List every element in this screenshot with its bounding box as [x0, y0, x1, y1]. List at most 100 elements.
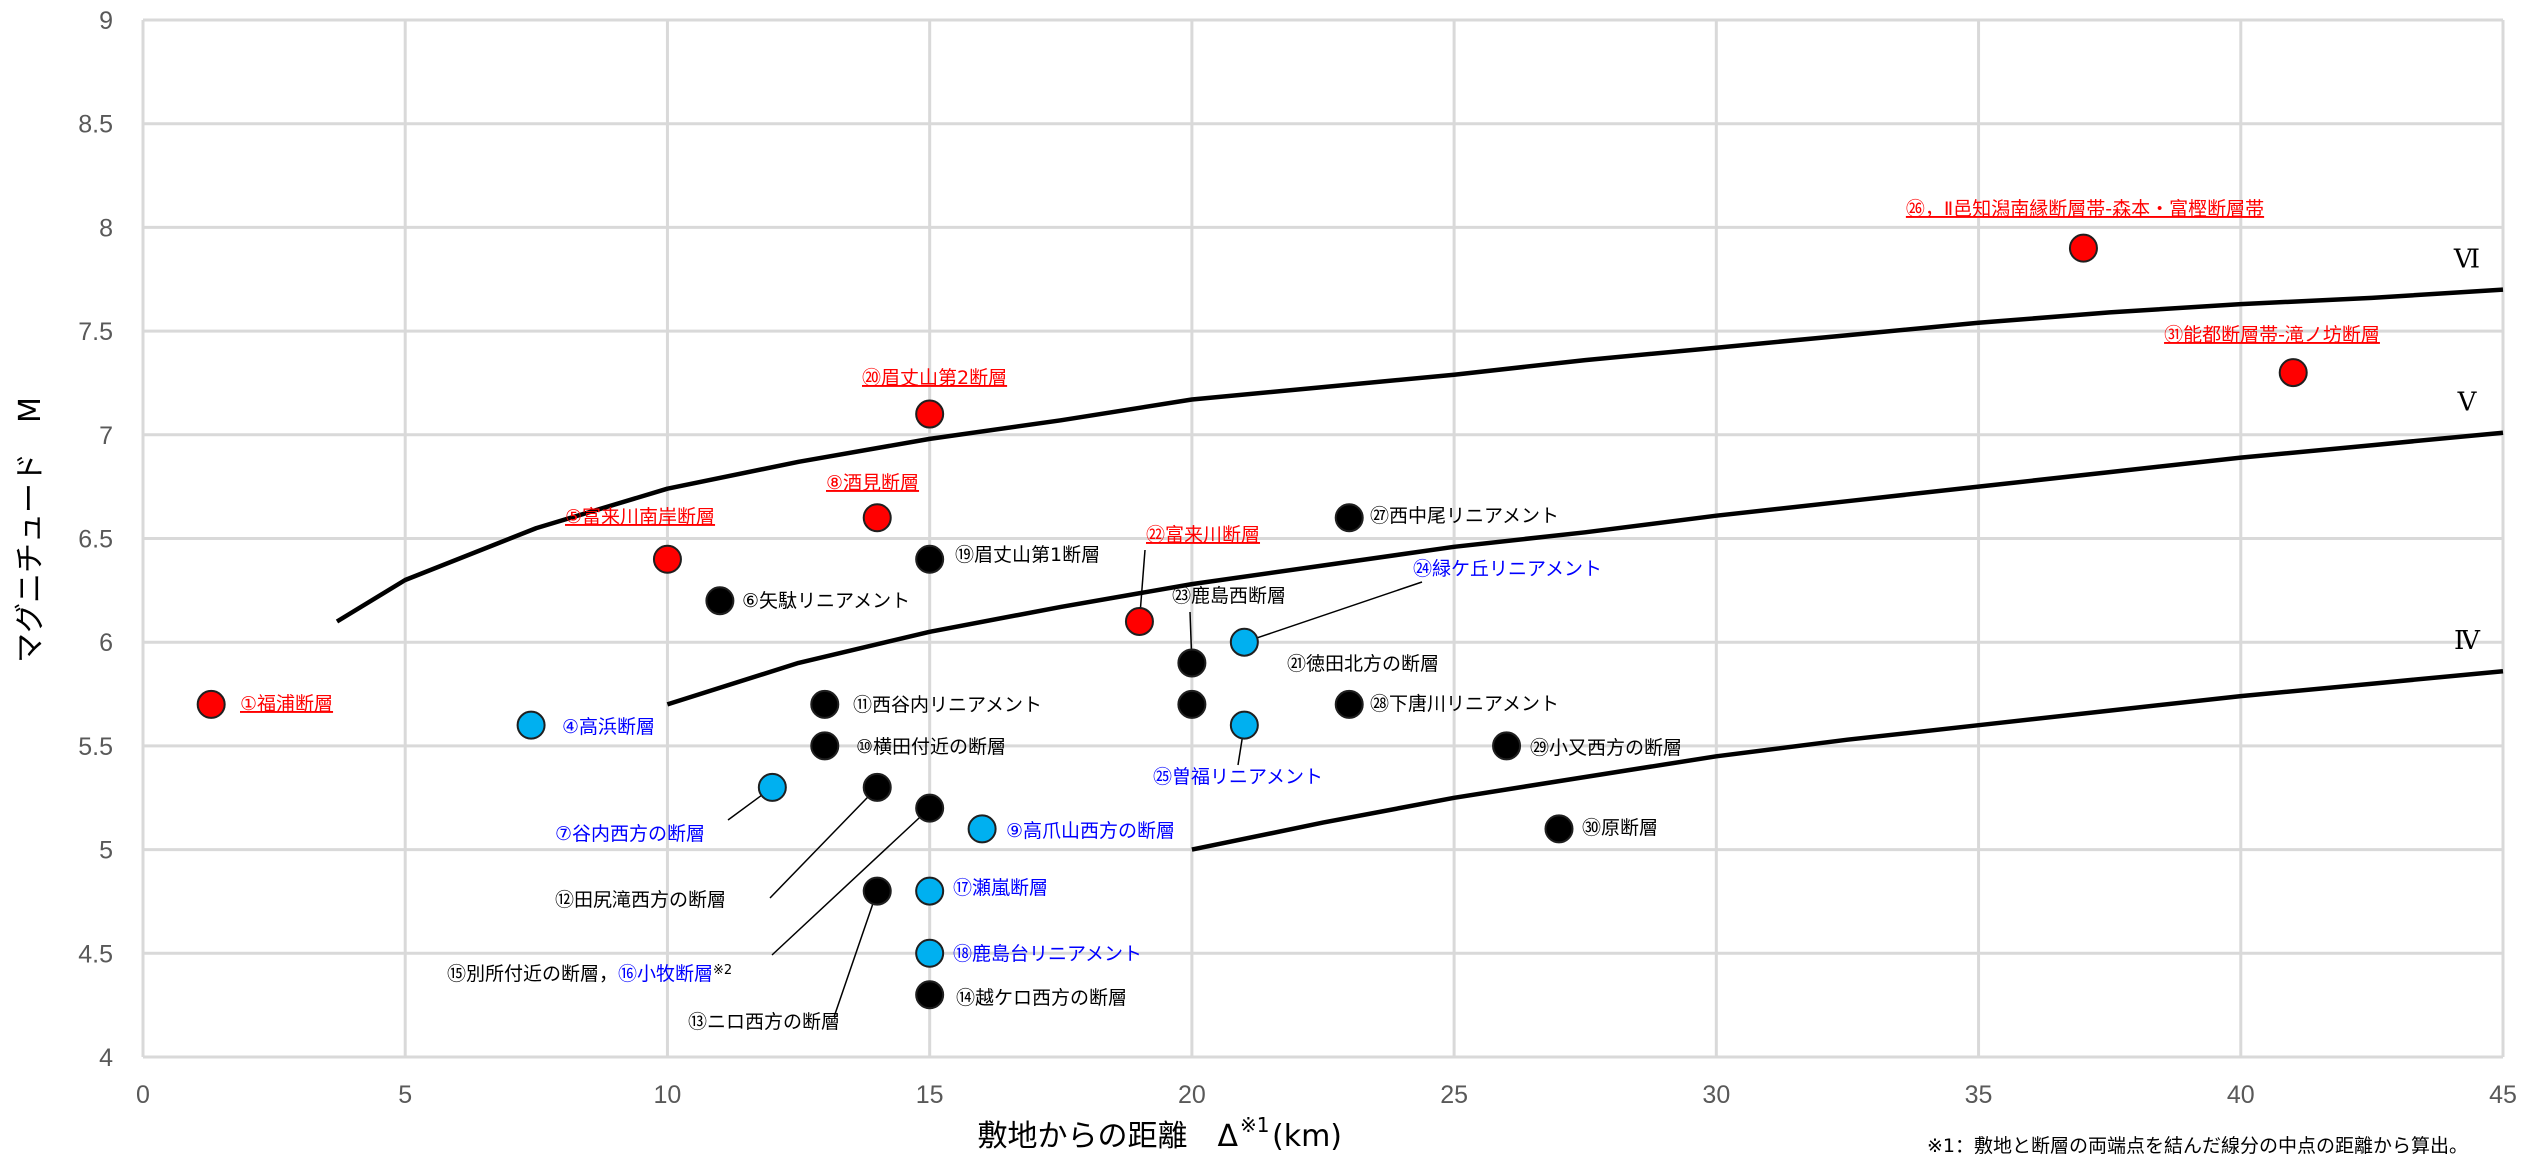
- point-label: ⑰瀬嵐断層: [953, 877, 1048, 899]
- x-axis-title-superscript: ※1: [1240, 1113, 1269, 1137]
- data-point: [967, 814, 997, 844]
- point-label: ⑪西谷内リニアメント: [853, 694, 1042, 716]
- data-point: [2068, 233, 2098, 263]
- x-tick-label: 25: [1440, 1081, 1468, 1109]
- point-label: ⑩横田付近の断層: [856, 736, 1006, 758]
- point-label: ⑳眉丈山第2断層: [862, 367, 1007, 389]
- data-point: [652, 544, 682, 574]
- x-tick-label: 20: [1178, 1081, 1206, 1109]
- point-label: ㉓鹿島西断層: [1172, 585, 1286, 607]
- point-label: ㉑徳田北方の断層: [1287, 653, 1439, 675]
- point-label: ㉕曽福リニアメント: [1153, 766, 1323, 788]
- y-tick-label: 6.5: [78, 526, 113, 554]
- leader-line: [769, 786, 878, 899]
- point-label: ㉛能都断層帯-滝ノ坊断層: [2164, 324, 2380, 346]
- intensity-curve-label: Ⅵ: [2453, 245, 2480, 275]
- data-point: [862, 772, 892, 802]
- x-axis-title-unit: (km): [1272, 1119, 1342, 1154]
- intensity-curve: [1191, 668, 2504, 852]
- y-tick-label: 7.5: [78, 318, 113, 346]
- intensity-curve: [666, 430, 2504, 707]
- intensity-curve-label: Ⅳ: [2454, 626, 2481, 656]
- data-point: [1229, 710, 1259, 740]
- data-point: [915, 938, 945, 968]
- data-point: [915, 980, 945, 1010]
- data-point: [1177, 648, 1207, 678]
- point-label: ㉙小又西方の断層: [1530, 737, 1682, 759]
- data-point: [2278, 358, 2308, 388]
- data-point: [915, 876, 945, 906]
- y-tick-label: 6: [99, 629, 113, 657]
- data-point: [810, 731, 840, 761]
- data-point: [862, 876, 892, 906]
- point-label: ㉚原断層: [1582, 817, 1658, 839]
- data-point: [1229, 627, 1259, 657]
- intensity-curve: [335, 287, 2504, 624]
- data-point: [915, 544, 945, 574]
- data-point: [915, 793, 945, 823]
- grid-lines: [141, 18, 2505, 1059]
- point-label: ㉔緑ケ丘リニアメント: [1413, 558, 1602, 580]
- point-label: ㉒富来川断層: [1146, 524, 1260, 546]
- point-label: ⑮別所付近の断層，⑯小牧断層※2: [447, 963, 732, 985]
- x-tick-label: 10: [654, 1081, 682, 1109]
- point-label-part: ※2: [713, 963, 732, 978]
- y-tick-label: 5: [99, 837, 113, 865]
- point-label: ①福浦断層: [240, 693, 333, 715]
- y-tick-label: 7: [99, 422, 113, 450]
- point-label-part: ⑯小牧断層: [618, 963, 713, 985]
- point-label: ⑤富来川南岸断層: [565, 506, 715, 528]
- y-tick-label: 9: [99, 7, 113, 35]
- x-tick-label: 5: [398, 1081, 412, 1109]
- x-axis-title: 敷地からの距離 Δ: [977, 1119, 1238, 1154]
- data-point: [915, 399, 945, 429]
- y-tick-label: 8.5: [78, 111, 113, 139]
- data-point: [1492, 731, 1522, 761]
- leader-line: [771, 807, 931, 956]
- data-point: [1334, 503, 1364, 533]
- point-label: ⑥矢駄リニアメント: [742, 590, 910, 612]
- point-label: ㉖，Ⅱ邑知潟南縁断層帯-森本・富樫断層帯: [1906, 198, 2264, 220]
- footnote: ※1：敷地と断層の両端点を結んだ線分の中点の距離から算出。: [1927, 1135, 2468, 1157]
- point-label: ⑫田尻滝西方の断層: [555, 889, 726, 911]
- x-tick-label: 35: [1965, 1081, 1993, 1109]
- data-point: [1334, 689, 1364, 719]
- intensity-curves: Ⅵ Ⅴ Ⅳ: [335, 245, 2504, 852]
- data-point: [1124, 606, 1154, 636]
- point-label: ⑨高爪山西方の断層: [1006, 820, 1175, 842]
- data-point: [1544, 814, 1574, 844]
- y-axis-title: マグニチュード M: [13, 397, 48, 663]
- tick-labels: 0 5 10 15 20 25 30 35 40 45 4 4.5 5 5.5 6 6.5 7 7.5 8 8.5 9: [78, 7, 2517, 1109]
- data-point: [196, 689, 226, 719]
- y-tick-label: 5.5: [78, 733, 113, 761]
- x-tick-label: 40: [2227, 1081, 2255, 1109]
- data-point: [757, 772, 787, 802]
- point-label: ⑬ニロ西方の断層: [688, 1011, 840, 1033]
- data-point: [516, 710, 546, 740]
- data-point: [1177, 689, 1207, 719]
- y-tick-label: 4.5: [78, 940, 113, 968]
- data-point: [705, 586, 735, 616]
- x-tick-label: 45: [2489, 1081, 2517, 1109]
- data-point: [810, 689, 840, 719]
- point-label: ㉘下唐川リニアメント: [1370, 693, 1559, 715]
- point-label-part: ⑮別所付近の断層，: [447, 963, 618, 985]
- leader-line: [833, 890, 878, 1018]
- point-label: ④高浜断層: [562, 716, 655, 738]
- point-label: ㉗西中尾リニアメント: [1370, 505, 1559, 527]
- y-tick-label: 8: [99, 214, 113, 242]
- point-label: ⑭越ケロ西方の断層: [956, 987, 1127, 1009]
- data-points: [196, 233, 2308, 1010]
- point-label: ⑦谷内西方の断層: [555, 823, 705, 845]
- point-labels: ①福浦断層 ④高浜断層 ⑤富来川南岸断層 ⑥矢駄リニアメント ⑦谷内西方の断層 ⑧酒見断層…: [240, 198, 2380, 1033]
- point-label: ⑱鹿島台リニアメント: [953, 943, 1142, 965]
- y-tick-label: 4: [99, 1044, 113, 1072]
- leader-line: [1244, 581, 1423, 643]
- data-point: [862, 503, 892, 533]
- x-tick-label: 15: [916, 1081, 944, 1109]
- point-label: ⑧酒見断層: [826, 472, 919, 494]
- point-label: ⑲眉丈山第1断層: [955, 544, 1100, 566]
- x-tick-label: 30: [1702, 1081, 1730, 1109]
- x-tick-label: 0: [136, 1081, 150, 1109]
